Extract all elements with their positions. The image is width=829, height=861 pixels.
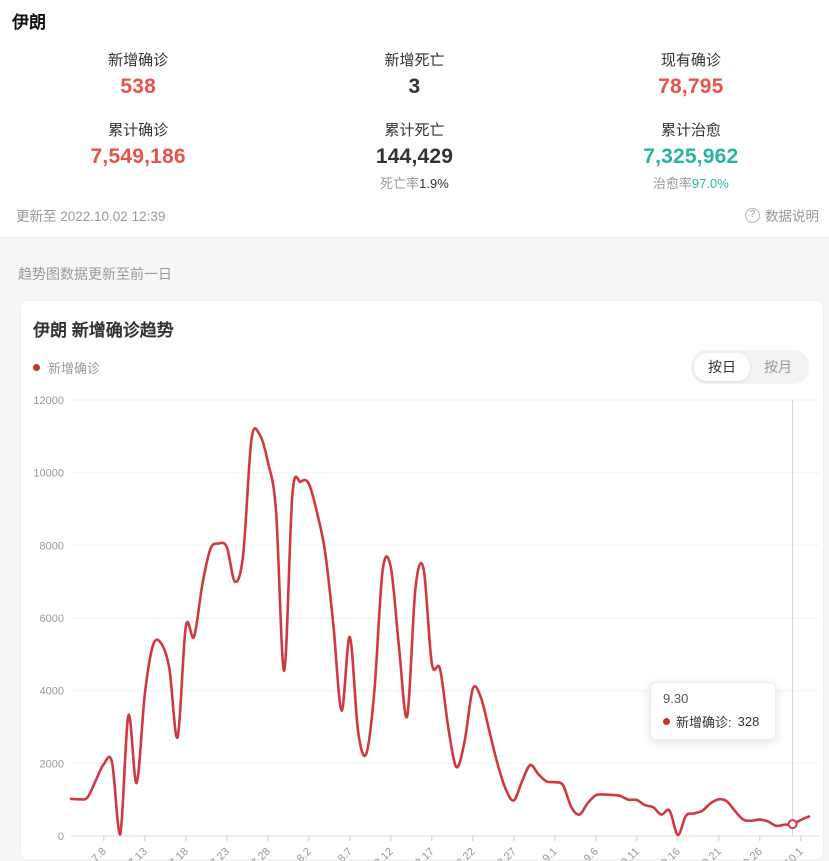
- svg-text:7.28: 7.28: [249, 846, 273, 861]
- svg-text:7.13: 7.13: [126, 846, 150, 861]
- legend-label: 新增确诊: [48, 360, 101, 376]
- svg-text:9.26: 9.26: [741, 846, 765, 861]
- stat-new-deaths: 新增死亡 3: [276, 49, 552, 99]
- new-cases-line-chart[interactable]: 0 2000 4000 6000 8000 10000 12000 7.8 7.13 7.18 7.…: [21, 382, 825, 861]
- death-rate: 死亡率1.9%: [276, 173, 552, 191]
- stat-value: 78,795: [658, 75, 724, 98]
- svg-text:6000: 6000: [40, 613, 64, 625]
- stat-label: 累计治愈: [660, 122, 721, 139]
- svg-text:9.16: 9.16: [659, 846, 683, 861]
- stat-label: 新增死亡: [384, 52, 445, 69]
- svg-text:8.2: 8.2: [295, 846, 314, 861]
- stat-total-deaths: 累计死亡 144,429 死亡率1.9%: [276, 119, 552, 191]
- stats-section: 伊朗 新增确诊 538 新增死亡 3 现有确诊 78,795 累计: [0, 0, 829, 237]
- svg-text:10.1: 10.1: [782, 846, 806, 861]
- stats-grid: 新增确诊 538 新增死亡 3 现有确诊 78,795 累计确诊 7,549,1…: [0, 49, 829, 191]
- stats-row-1: 新增确诊 538 新增死亡 3 现有确诊 78,795: [0, 49, 829, 99]
- trend-update-note: 趋势图数据更新至前一日: [18, 266, 172, 282]
- trend-section: 趋势图数据更新至前一日 伊朗 新增确诊趋势 新增确诊 按日 按月 0 2000 40…: [0, 237, 829, 861]
- help-question-icon[interactable]: ?: [745, 207, 760, 223]
- svg-text:7.8: 7.8: [90, 846, 109, 861]
- svg-text:8.22: 8.22: [454, 846, 478, 861]
- stat-label: 累计确诊: [108, 122, 169, 139]
- period-toggle: 按日 按月: [691, 350, 809, 384]
- trend-chart-card: 伊朗 新增确诊趋势 新增确诊 按日 按月 0 2000 4000 6000 8000 10…: [20, 300, 825, 861]
- stat-total-cured: 累计治愈 7,325,962 治愈率97.0%: [553, 119, 829, 191]
- svg-text:2000: 2000: [40, 758, 64, 770]
- stat-value: 3: [408, 75, 421, 98]
- svg-text:8.17: 8.17: [413, 846, 437, 861]
- chart-title: 伊朗 新增确诊趋势: [33, 321, 174, 340]
- stat-new-confirmed: 新增确诊 538: [0, 49, 276, 99]
- chart-controls-row: 新增确诊 按日 按月: [33, 350, 809, 384]
- toggle-by-day[interactable]: 按日: [694, 353, 750, 381]
- svg-text:8000: 8000: [40, 540, 64, 552]
- svg-text:4000: 4000: [40, 686, 64, 698]
- svg-text:10000: 10000: [33, 468, 64, 480]
- cure-rate: 治愈率97.0%: [553, 173, 829, 191]
- svg-text:9.6: 9.6: [582, 846, 601, 861]
- stat-value: 538: [120, 75, 156, 98]
- chart-legend: 新增确诊: [33, 358, 100, 377]
- stat-label: 新增确诊: [108, 52, 169, 69]
- stat-label: 现有确诊: [660, 52, 721, 69]
- line-chart: 0 2000 4000 6000 8000 10000 12000 7.8 7.13 7.18 7.…: [21, 382, 825, 861]
- svg-text:7.18: 7.18: [167, 846, 191, 861]
- data-note-link[interactable]: ? 数据说明: [745, 205, 819, 225]
- meta-row: 更新至 2022.10.02 12:39 ? 数据说明: [0, 189, 829, 237]
- svg-text:8.27: 8.27: [495, 846, 519, 861]
- stat-rate: [0, 173, 276, 189]
- updated-timestamp: 更新至 2022.10.02 12:39: [16, 209, 166, 224]
- data-note-label[interactable]: 数据说明: [765, 209, 819, 224]
- svg-text:8.12: 8.12: [372, 846, 396, 861]
- stat-label: 累计死亡: [384, 122, 445, 139]
- rate-prefix: 治愈率: [652, 176, 692, 191]
- rate-value: 97.0%: [691, 176, 729, 191]
- rate-value: 1.9%: [419, 176, 449, 191]
- stat-value: 144,429: [375, 145, 454, 168]
- stats-row-2: 累计确诊 7,549,186 累计死亡 144,429 死亡率1.9% 累计治愈…: [0, 119, 829, 191]
- svg-text:12000: 12000: [33, 395, 64, 407]
- svg-text:9.1: 9.1: [541, 846, 560, 861]
- svg-text:9.11: 9.11: [619, 846, 642, 861]
- page-title: 伊朗: [12, 13, 46, 32]
- stat-value: 7,325,962: [643, 145, 739, 168]
- svg-text:9.21: 9.21: [700, 846, 724, 861]
- stat-value: 7,549,186: [90, 145, 186, 168]
- toggle-by-month[interactable]: 按月: [764, 359, 792, 375]
- stat-current-confirmed: 现有确诊 78,795: [553, 49, 829, 99]
- svg-text:7.23: 7.23: [208, 846, 232, 861]
- svg-text:8.7: 8.7: [336, 846, 355, 861]
- stat-total-confirmed: 累计确诊 7,549,186: [0, 119, 276, 189]
- legend-dot-icon: [33, 363, 40, 371]
- rate-prefix: 死亡率: [380, 176, 420, 191]
- svg-text:0: 0: [58, 831, 64, 843]
